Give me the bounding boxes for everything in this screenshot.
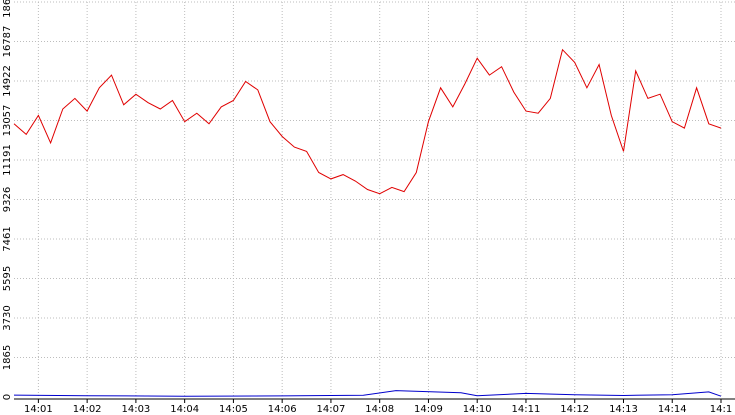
x-tick-label: 14:11 <box>512 404 541 415</box>
y-tick-label: 16787 <box>2 26 13 58</box>
x-tick-label: 14:10 <box>463 404 492 415</box>
x-tick-label: 14:09 <box>414 404 443 415</box>
x-tick-label: 14:08 <box>365 404 394 415</box>
series-layer <box>13 48 722 397</box>
y-tick-label: 3730 <box>2 305 13 330</box>
y-tick-label: 9326 <box>2 187 13 212</box>
x-tick-label: 14:02 <box>73 404 102 415</box>
x-tick-label: 14:13 <box>609 404 638 415</box>
y-tick-label: 0 <box>2 394 13 400</box>
x-tick-labels: 14:01 14:02 14:03 14:04 14:05 14:06 14:07 14:08… <box>24 404 732 415</box>
y-tick-labels: 0 1865 3730 5595 7461 9326 11191 13057 14922 1678… <box>2 0 13 400</box>
x-tick-label: 14:01 <box>24 404 53 415</box>
x-tick-label: 14:06 <box>268 404 297 415</box>
x-tick-label: 14:05 <box>219 404 248 415</box>
series-line-1 <box>13 48 722 195</box>
x-tick-label: 14:12 <box>560 404 589 415</box>
y-tick-label: 11191 <box>2 144 13 176</box>
x-tick-label: 14:1 <box>710 404 732 415</box>
grid <box>14 1 735 403</box>
x-tick-label: 14:04 <box>170 404 199 415</box>
y-tick-label: 1865 <box>2 345 13 370</box>
y-tick-label: 13057 <box>2 105 13 137</box>
x-tick-label: 14:03 <box>121 404 150 415</box>
series-line-2 <box>13 390 722 397</box>
x-tick-label: 14:07 <box>317 404 346 415</box>
y-tick-label: 7461 <box>2 226 13 251</box>
y-tick-label: 18653 <box>2 0 13 18</box>
x-tick-label: 14:14 <box>658 404 687 415</box>
y-tick-label: 5595 <box>2 266 13 291</box>
y-tick-label: 14922 <box>2 65 13 97</box>
